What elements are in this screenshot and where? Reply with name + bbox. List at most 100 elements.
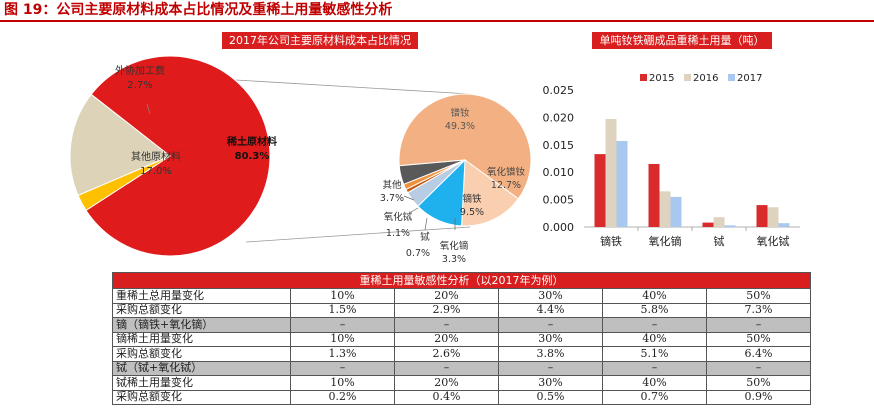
- bar-2017-0: [616, 140, 628, 227]
- pie-chart-title: 2017年公司主要原材料成本占比情况: [222, 32, 418, 49]
- table-row: 重稀土总用量变化 10% 20% 30% 40% 50%: [112, 288, 812, 304]
- bar-y-tick: 0.020: [543, 111, 575, 124]
- bar-y-tick: 0.025: [543, 84, 575, 97]
- legend-label-2016: 2016: [693, 73, 718, 84]
- pie-connector-lines: [235, 79, 471, 243]
- breakdown-label-3: 氧化镝: [440, 240, 469, 252]
- pie-slice-0: [85, 55, 271, 257]
- pie-value-0: 80.3%: [235, 151, 270, 162]
- breakdown-label-5: 氧化铽: [384, 211, 413, 223]
- bar-2015-0: [594, 154, 606, 227]
- table-cell: 6.4%: [705, 346, 812, 362]
- table-row: 铽（铽+氧化铽） – – – – –: [112, 360, 812, 376]
- breakdown-slice-1: [461, 159, 520, 227]
- figure-title: 图 19：公司主要原材料成本占比情况及重稀土用量敏感性分析: [0, 0, 874, 22]
- table-cell: 2.6%: [394, 346, 499, 362]
- bar-2017-3: [778, 223, 790, 227]
- breakdown-label-4: 铽: [420, 231, 430, 243]
- main-pie-chart: 稀土原材料 80.3% 外协加工费 2.7% 其他原材料 17.0%: [69, 55, 277, 257]
- bar-y-tick: 0.005: [543, 194, 575, 207]
- bar-2016-1: [659, 191, 671, 227]
- pie-value-1: 2.7%: [127, 80, 152, 91]
- table-cell: 40%: [602, 288, 707, 304]
- legend-swatch-2015: [640, 74, 647, 81]
- row-label: 采购总额变化: [112, 302, 291, 318]
- bar-2015-2: [702, 222, 714, 227]
- table-cell: 0.4%: [394, 389, 499, 405]
- pie-label-1: 外协加工费: [115, 64, 165, 77]
- breakdown-value-4: 0.7%: [406, 248, 430, 259]
- table-row: 镝（镝铁+氧化镝） – – – – –: [112, 317, 812, 333]
- bar-category-label: 氧化镝: [649, 234, 682, 248]
- connector-line-bottom: [245, 226, 471, 243]
- bar-2015-1: [648, 163, 660, 227]
- breakdown-value-0: 49.3%: [445, 121, 475, 132]
- legend-swatch-2017: [728, 74, 735, 81]
- sensitivity-table: 重稀土用量敏感性分析（以2017年为例） 重稀土总用量变化 10% 20% 30% 40%…: [111, 272, 812, 405]
- row-label: 铽稀土用量变化: [112, 375, 291, 391]
- table-cell: 1.5%: [290, 302, 395, 318]
- bar-y-tick: 0.015: [543, 139, 575, 152]
- table-cell: 0.7%: [602, 389, 707, 405]
- breakdown-value-5: 1.1%: [386, 228, 410, 239]
- breakdown-label-1: 氧化镨钕: [487, 166, 526, 178]
- bar-2017-2: [724, 225, 736, 227]
- table-cell: –: [394, 360, 499, 376]
- table-cell: –: [290, 360, 395, 376]
- bar-2015-3: [756, 205, 768, 227]
- table-row: 镝稀土用量变化 10% 20% 30% 40% 50%: [112, 331, 812, 347]
- legend-label-2015: 2015: [649, 73, 674, 84]
- table-cell: 0.5%: [498, 389, 603, 405]
- bar-2017-1: [670, 196, 682, 227]
- table-cell: 0.2%: [290, 389, 395, 405]
- legend-swatch-2016: [684, 74, 691, 81]
- breakdown-leader-1: [424, 217, 428, 231]
- table-cell: 10%: [290, 331, 395, 347]
- breakdown-value-2: 9.5%: [460, 207, 484, 218]
- table-cell: 1.3%: [290, 346, 395, 362]
- table-cell: 2.9%: [394, 302, 499, 318]
- bar-2016-3: [767, 207, 779, 227]
- pie-label-0: 稀土原材料: [227, 135, 277, 148]
- pie-label-2: 其他原材料: [131, 150, 181, 163]
- heavy-rare-earth-bar-chart: 0.000 0.005 0.010 0.015 0.020 0.025 镝铁 氧化镝 铽 氧化铽 2…: [543, 73, 800, 248]
- breakdown-value-6: 3.7%: [380, 193, 404, 204]
- breakdown-value-3: 3.3%: [442, 254, 466, 265]
- table-cell: 50%: [705, 375, 812, 391]
- bar-2016-2: [713, 217, 725, 227]
- table-cell: 10%: [290, 375, 395, 391]
- charts-canvas: 稀土原材料 80.3% 外协加工费 2.7% 其他原材料 17.0% 镨钕 49.3% 氧化镨…: [69, 55, 800, 265]
- table-cell: 50%: [705, 288, 812, 304]
- table-cell: 5.1%: [602, 346, 707, 362]
- table-cell: 30%: [498, 331, 603, 347]
- table-row: 采购总额变化 0.2% 0.4% 0.5% 0.7% 0.9%: [112, 389, 812, 405]
- table-cell: 20%: [394, 331, 499, 347]
- table-cell: –: [498, 360, 603, 376]
- table-cell: –: [394, 317, 499, 333]
- pie-leader-line: [146, 103, 151, 115]
- table-cell: 40%: [602, 331, 707, 347]
- table-cell: 0.9%: [705, 389, 812, 405]
- table-row: 采购总额变化 1.5% 2.9% 4.4% 5.8% 7.3%: [112, 302, 812, 318]
- row-label: 铽（铽+氧化铽）: [112, 360, 291, 376]
- bar-2016-0: [605, 119, 617, 227]
- row-label: 镝（镝铁+氧化镝）: [112, 317, 291, 333]
- table-cell: –: [705, 360, 812, 376]
- table-row: 铽稀土用量变化 10% 20% 30% 40% 50%: [112, 375, 812, 391]
- breakdown-value-1: 12.7%: [491, 180, 521, 191]
- table-cell: 7.3%: [705, 302, 812, 318]
- bar-y-tick: 0.000: [543, 221, 575, 234]
- row-label: 采购总额变化: [112, 346, 291, 362]
- row-label: 镝稀土用量变化: [112, 331, 291, 347]
- breakdown-label-6: 其他: [382, 179, 402, 191]
- table-cell: 3.8%: [498, 346, 603, 362]
- row-label: 重稀土总用量变化: [112, 288, 291, 304]
- table-cell: 4.4%: [498, 302, 603, 318]
- legend-label-2017: 2017: [737, 73, 762, 84]
- table-cell: 20%: [394, 288, 499, 304]
- breakdown-slice-0: [398, 93, 532, 200]
- connector-line-top: [235, 79, 471, 95]
- bar-chart-title: 单吨钕铁硼成品重稀土用量（吨）: [592, 32, 772, 49]
- breakdown-leader-2: [410, 207, 419, 213]
